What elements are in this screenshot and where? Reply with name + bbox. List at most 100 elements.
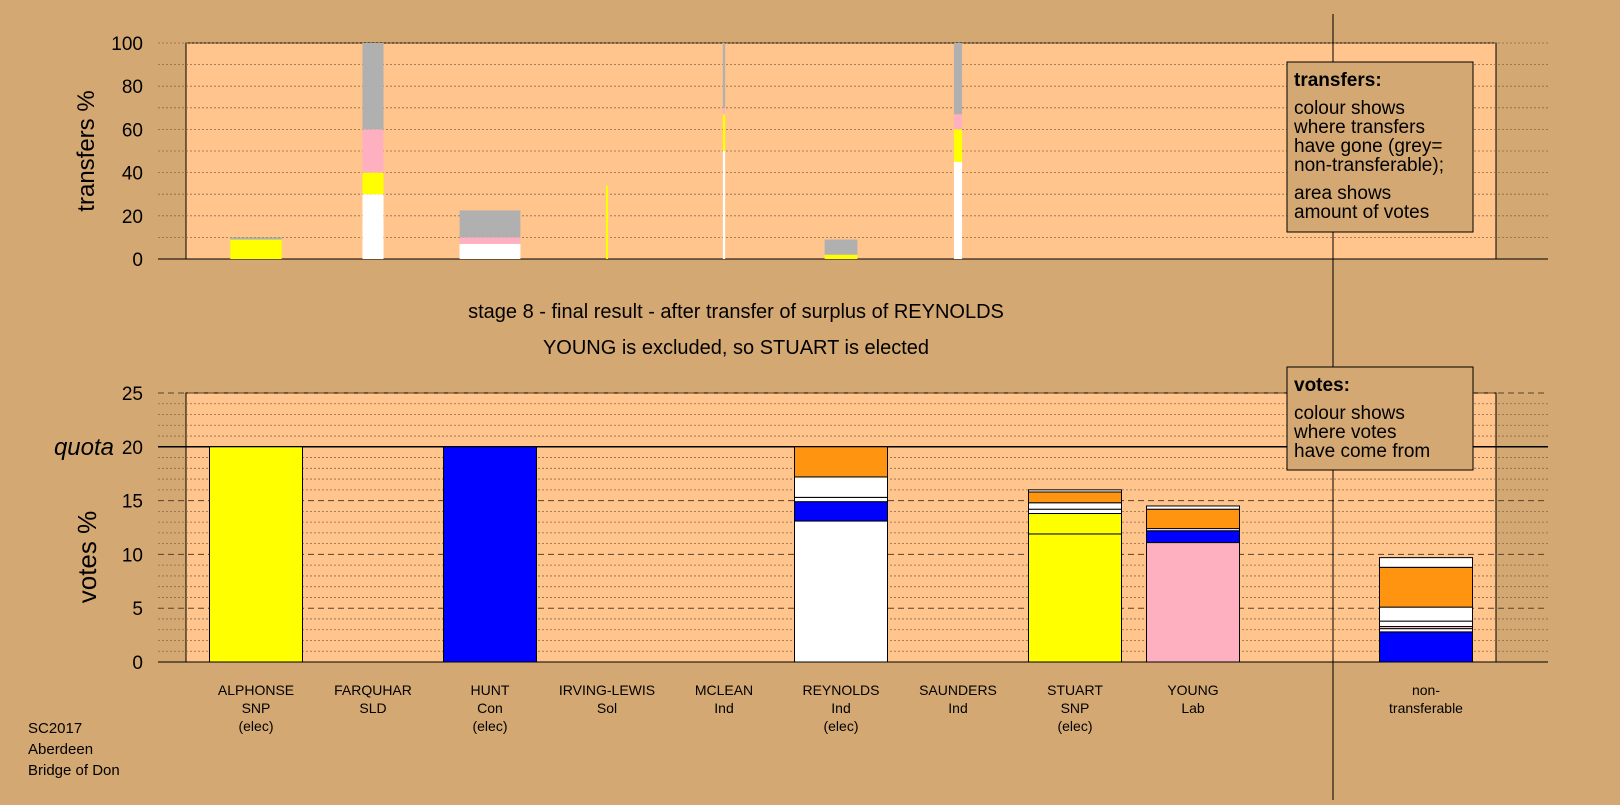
votes-chart: quota 0 5 10 15 20 25 votes % ALPHONSE SNP (elec) F…: [54, 384, 1548, 734]
candidate-label: MCLEAN: [695, 682, 753, 698]
transfers-legend: transfers: colour shows where transfers …: [1286, 61, 1474, 233]
transfers-bar-segment-farquhar: [362, 172, 384, 195]
votes-legend-line: colour shows: [1294, 403, 1405, 424]
transfers-bar-segment-saunders: [953, 161, 963, 259]
candidate-label: (elec): [1057, 718, 1092, 734]
votes-legend-line: have come from: [1294, 441, 1430, 462]
transfers-bar-segment-hunt: [459, 210, 521, 238]
footer-election: SC2017: [28, 720, 82, 737]
transfers-y-tick-label: 0: [132, 250, 143, 271]
votes-y-tick-label: 15: [122, 492, 143, 513]
quota-label: quota: [54, 434, 114, 461]
candidate-label: HUNT: [471, 682, 510, 698]
transfers-bar-segment-alphonse: [230, 237, 282, 240]
transfers-legend-line: where transfers: [1293, 117, 1425, 138]
candidate-label: non-: [1412, 682, 1440, 698]
transfers-bar-segment-hunt: [459, 237, 521, 244]
candidate-label: Con: [477, 700, 503, 716]
footer-council: Aberdeen: [28, 741, 93, 758]
transfers-bar-segment-farquhar: [362, 194, 384, 259]
votes-bar-segment-reynolds: [794, 476, 888, 498]
votes-bar-segment-reynolds: [794, 520, 888, 663]
votes-bar-segment-stuart: [1028, 513, 1122, 535]
votes-bar-segment-alphonse: [209, 446, 303, 663]
votes-bar-segment-non: [1379, 557, 1473, 568]
candidate-label: SLD: [359, 700, 386, 716]
transfers-bar-segment-reynolds: [824, 254, 858, 259]
candidate-label: (elec): [472, 718, 507, 734]
candidate-label: IRVING-LEWIS: [559, 682, 655, 698]
footer: SC2017 Aberdeen Bridge of Don: [28, 720, 120, 779]
votes-bar-segment-stuart: [1028, 502, 1122, 510]
candidate-label: FARQUHAR: [334, 682, 412, 698]
votes-bar-segment-reynolds: [794, 496, 888, 503]
transfers-bar-segment-saunders: [953, 114, 963, 130]
votes-bar-segment-reynolds: [794, 446, 888, 478]
candidate-label: STUART: [1047, 682, 1103, 698]
result-caption: YOUNG is excluded, so STUART is elected: [543, 337, 929, 359]
transfers-bar-segment-mclean: [722, 107, 726, 115]
transfers-plot-area: [185, 42, 1497, 260]
transfers-chart: 0 20 40 60 80 100 transfers %: [73, 34, 1548, 271]
transfers-legend-line: area shows: [1294, 183, 1391, 204]
votes-bar-segment-hunt: [443, 446, 537, 663]
votes-legend: votes: colour shows where votes have com…: [1286, 366, 1474, 471]
candidate-label: (elec): [823, 718, 858, 734]
transfers-bar-segment-mclean: [722, 151, 726, 259]
votes-bar-segment-stuart: [1028, 533, 1122, 663]
votes-bar-segment-young: [1146, 505, 1240, 510]
candidate-label: Ind: [831, 700, 850, 716]
candidate-label: REYNOLDS: [802, 682, 879, 698]
transfers-bar-segment-alphonse: [230, 239, 282, 259]
votes-y-tick-label: 0: [132, 653, 143, 674]
candidate-label: Ind: [714, 700, 733, 716]
votes-bar-segment-non: [1379, 606, 1473, 622]
votes-y-tick-label: 5: [132, 599, 143, 620]
votes-bar-segment-young: [1146, 542, 1240, 663]
candidate-label: (elec): [238, 718, 273, 734]
transfers-y-tick-label: 20: [122, 207, 143, 228]
transfers-y-tick-label: 40: [122, 164, 143, 185]
candidate-label: transferable: [1389, 700, 1463, 716]
votes-bar-segment-young: [1146, 508, 1240, 530]
votes-bar-segment-non: [1379, 631, 1473, 663]
candidate-label: SAUNDERS: [919, 682, 997, 698]
votes-bar-segment-non: [1379, 620, 1473, 627]
transfers-y-tick-label: 80: [122, 77, 143, 98]
votes-bar-segment-young: [1146, 530, 1240, 544]
transfers-legend-line: non-transferable);: [1294, 155, 1444, 176]
votes-y-tick-label: 20: [122, 438, 143, 459]
votes-y-tick-label: 10: [122, 545, 143, 566]
votes-y-axis-title: votes %: [72, 511, 102, 604]
candidate-label: ALPHONSE: [218, 682, 294, 698]
candidate-label: SNP: [1061, 700, 1090, 716]
transfers-legend-line: amount of votes: [1294, 202, 1429, 223]
transfers-y-tick-label: 60: [122, 120, 143, 141]
votes-bar-segment-stuart: [1028, 489, 1122, 493]
transfers-y-axis-title: transfers %: [73, 90, 100, 211]
transfers-bar-segment-mclean: [722, 43, 726, 108]
votes-legend-title: votes:: [1294, 375, 1350, 396]
votes-bar-segment-stuart: [1028, 491, 1122, 504]
candidate-label: YOUNG: [1167, 682, 1218, 698]
transfers-legend-title: transfers:: [1294, 70, 1382, 91]
transfers-y-tick-label: 100: [111, 34, 143, 55]
footer-ward: Bridge of Don: [28, 762, 120, 779]
transfers-bar-segment-irving-lewis: [606, 185, 608, 259]
votes-bar-segment-non: [1379, 566, 1473, 608]
transfers-legend-line: have gone (grey=: [1294, 136, 1442, 157]
candidate-label: Sol: [597, 700, 617, 716]
transfers-bar-segment-mclean: [722, 114, 726, 151]
votes-bar-segment-stuart: [1028, 508, 1122, 515]
transfers-bar-segment-saunders: [953, 43, 963, 115]
transfers-bar-segment-hunt: [459, 243, 521, 259]
transfers-bar-segment-farquhar: [362, 129, 384, 173]
candidate-label: Lab: [1181, 700, 1205, 716]
candidate-label: SNP: [242, 700, 271, 716]
transfers-bar-segment-saunders: [953, 129, 963, 162]
votes-legend-line: where votes: [1293, 422, 1396, 443]
votes-bar-segment-reynolds: [794, 501, 888, 522]
stage-caption: stage 8 - final result - after transfer …: [468, 301, 1004, 323]
votes-y-tick-label: 25: [122, 384, 143, 405]
